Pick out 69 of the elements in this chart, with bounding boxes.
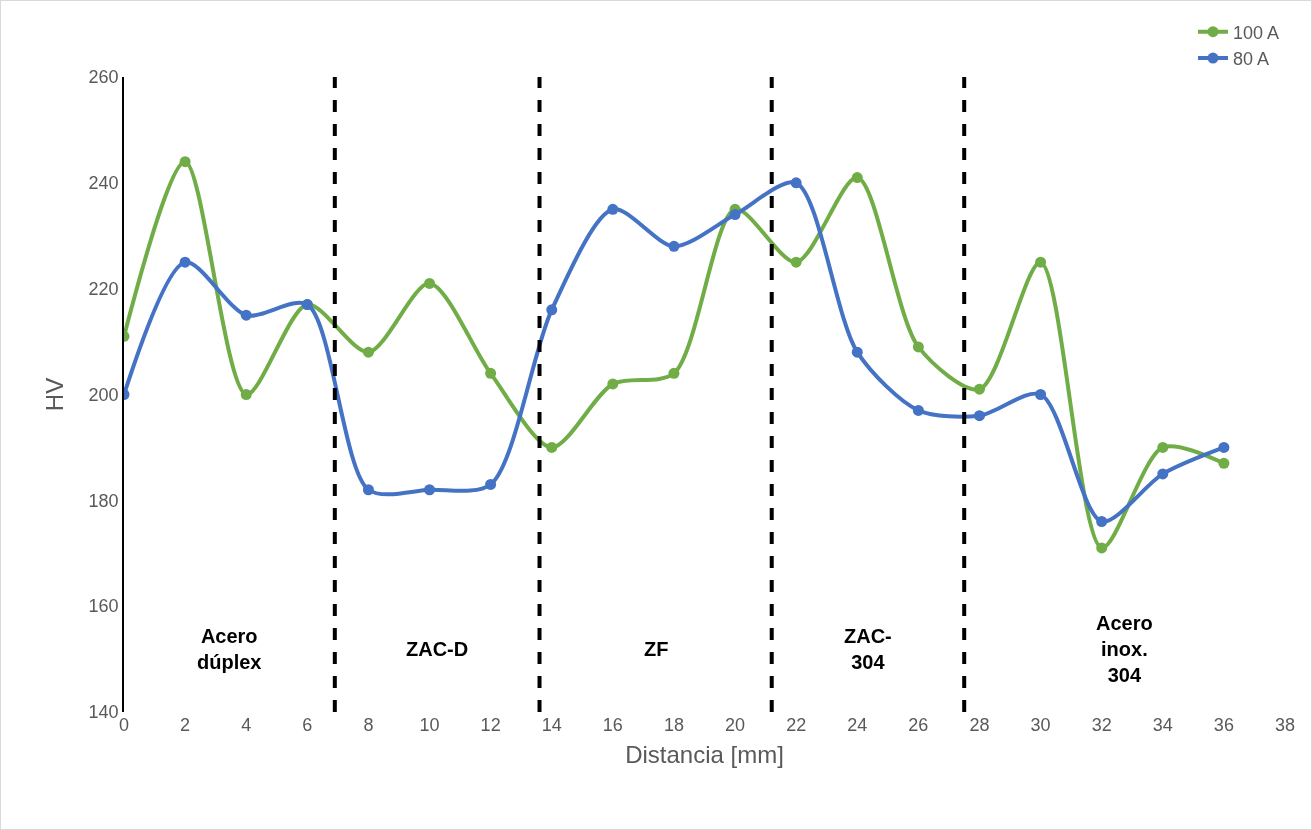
- x-axis-title: Distancia [mm]: [625, 741, 784, 769]
- point: [485, 478, 497, 490]
- point: [729, 209, 741, 221]
- annotation: Acero dúplex: [197, 625, 262, 673]
- point: [790, 177, 802, 189]
- point: [973, 383, 985, 395]
- x-tick-label: 2: [180, 715, 191, 735]
- point: [607, 378, 619, 390]
- point: [1035, 256, 1047, 268]
- point: [240, 309, 252, 321]
- point: [1035, 389, 1047, 400]
- point: [790, 256, 802, 268]
- x-tick-label: 6: [302, 715, 313, 735]
- x-tick-label: 26: [908, 715, 929, 735]
- annotation: ZAC- 304: [844, 625, 892, 673]
- y-tick-label: 160: [88, 596, 119, 617]
- point: [362, 484, 374, 496]
- y-tick-label: 220: [88, 278, 119, 299]
- point: [851, 346, 863, 358]
- point: [668, 367, 680, 379]
- x-tick-label: 22: [786, 715, 807, 735]
- y-tick-label: 140: [88, 702, 119, 723]
- point: [424, 484, 436, 496]
- point: [912, 404, 924, 416]
- x-tick-label: 38: [1274, 715, 1296, 735]
- point: [1218, 441, 1230, 453]
- legend-label: 100 A: [1233, 22, 1280, 43]
- point: [362, 346, 374, 358]
- x-tick-label: 20: [725, 715, 746, 735]
- point: [668, 240, 680, 252]
- x-tick-label: 4: [241, 715, 252, 735]
- point: [179, 256, 191, 268]
- x-tick-label: 0: [118, 715, 130, 735]
- point: [1218, 457, 1230, 469]
- point: [1096, 516, 1108, 527]
- x-tick-label: 34: [1152, 715, 1173, 735]
- annotation: Acero inox. 304: [1096, 612, 1153, 686]
- y-tick-label: 180: [88, 490, 119, 511]
- x-tick-label: 36: [1213, 715, 1234, 735]
- legend-label: 80 A: [1233, 49, 1270, 70]
- x-tick-label: 12: [480, 715, 501, 735]
- x-tick-label: 14: [541, 715, 562, 735]
- x-tick-label: 10: [419, 715, 440, 735]
- point: [546, 304, 558, 316]
- x-tick-label: 16: [602, 715, 623, 735]
- point: [1096, 542, 1108, 554]
- point: [485, 367, 497, 379]
- annotation: ZAC-D: [406, 638, 469, 660]
- y-tick-label: 260: [88, 67, 119, 88]
- x-tick-label: 32: [1091, 715, 1112, 735]
- y-tick-label: 240: [88, 173, 119, 194]
- point: [973, 410, 985, 422]
- point: [1157, 441, 1169, 453]
- point: [912, 341, 924, 353]
- x-tick-label: 28: [969, 715, 990, 735]
- point: [851, 172, 863, 184]
- annotation: ZF: [644, 638, 669, 660]
- point: [1157, 468, 1169, 480]
- y-tick-label: 200: [88, 384, 119, 405]
- y-axis-title: HV: [41, 377, 69, 412]
- point: [607, 203, 619, 215]
- x-tick-label: 18: [663, 715, 684, 735]
- point: [240, 389, 252, 400]
- x-tick-label: 8: [363, 715, 374, 735]
- point: [179, 156, 191, 168]
- x-tick-label: 24: [847, 715, 868, 735]
- point: [546, 441, 558, 453]
- x-tick-label: 30: [1030, 715, 1051, 735]
- point: [424, 277, 436, 289]
